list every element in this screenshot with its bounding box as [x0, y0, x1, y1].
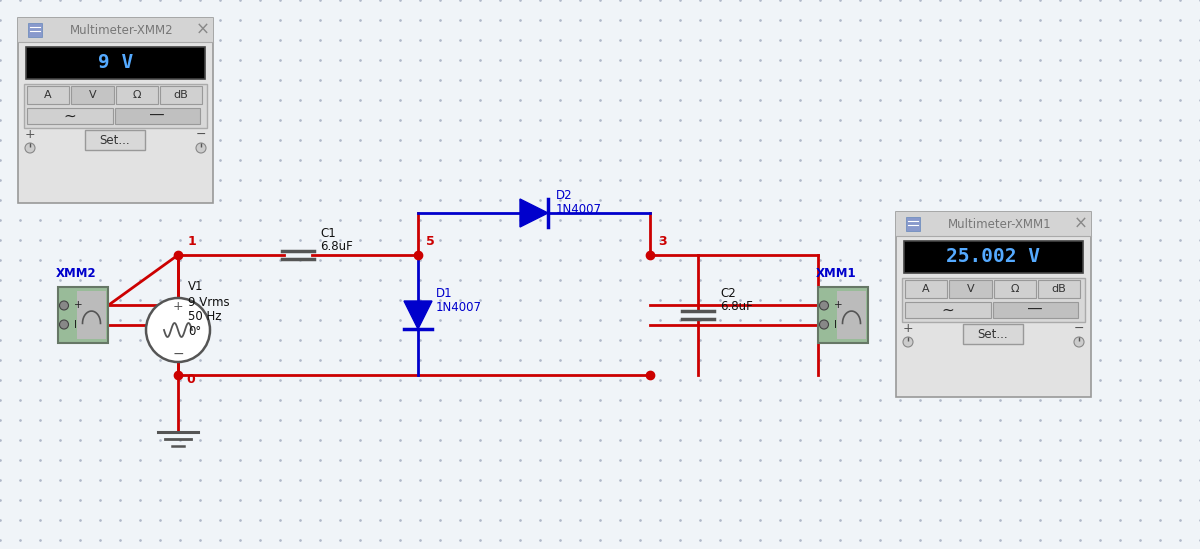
FancyBboxPatch shape: [1038, 280, 1080, 298]
Bar: [77, 291, 106, 339]
Bar: [18, 18, 214, 42]
FancyBboxPatch shape: [906, 217, 920, 231]
Circle shape: [904, 337, 913, 347]
Text: +: +: [834, 300, 842, 311]
FancyBboxPatch shape: [28, 86, 70, 104]
Text: Ω: Ω: [132, 90, 140, 100]
Text: −: −: [172, 347, 184, 361]
Bar: [26, 47, 205, 79]
Text: D1: D1: [436, 287, 452, 300]
Text: 9 V: 9 V: [98, 53, 133, 72]
Text: ―: ―: [1028, 303, 1042, 317]
Text: +: +: [173, 300, 184, 312]
FancyBboxPatch shape: [964, 324, 1022, 344]
Text: +: +: [74, 300, 83, 311]
Text: ×: ×: [196, 21, 210, 39]
Circle shape: [1074, 337, 1084, 347]
Circle shape: [25, 143, 35, 153]
Text: V1: V1: [188, 280, 204, 293]
Text: Multimeter-XMM2: Multimeter-XMM2: [70, 24, 173, 36]
FancyBboxPatch shape: [160, 86, 202, 104]
Text: dB: dB: [174, 90, 188, 100]
Text: ×: ×: [1074, 215, 1088, 233]
Circle shape: [196, 143, 206, 153]
Text: 3: 3: [658, 235, 667, 248]
FancyBboxPatch shape: [896, 212, 1091, 397]
Circle shape: [146, 298, 210, 362]
Text: 1N4007: 1N4007: [436, 301, 482, 314]
Text: I: I: [74, 320, 77, 329]
Text: A: A: [44, 90, 52, 100]
Text: Set...: Set...: [100, 133, 131, 147]
FancyBboxPatch shape: [85, 130, 145, 150]
FancyBboxPatch shape: [992, 302, 1078, 318]
Text: 6.8uF: 6.8uF: [720, 300, 752, 313]
Text: dB: dB: [1051, 284, 1067, 294]
Text: C1: C1: [320, 227, 336, 240]
Polygon shape: [520, 199, 548, 227]
Circle shape: [820, 301, 828, 310]
Text: 1N4007: 1N4007: [556, 203, 602, 216]
Text: V: V: [89, 90, 96, 100]
FancyBboxPatch shape: [994, 280, 1036, 298]
Text: XMM1: XMM1: [816, 267, 857, 280]
Text: 0: 0: [186, 373, 194, 386]
Text: 50 Hz: 50 Hz: [188, 310, 222, 323]
Text: D2: D2: [556, 189, 572, 202]
FancyBboxPatch shape: [18, 18, 214, 203]
Text: ∼: ∼: [941, 302, 954, 317]
Bar: [896, 212, 1091, 236]
Text: XMM2: XMM2: [56, 267, 97, 280]
FancyBboxPatch shape: [114, 108, 200, 124]
FancyBboxPatch shape: [28, 108, 113, 124]
FancyBboxPatch shape: [71, 86, 114, 104]
Text: C2: C2: [720, 287, 736, 300]
Text: 25.002 V: 25.002 V: [947, 248, 1040, 266]
Text: −: −: [196, 127, 206, 141]
Text: 0°: 0°: [188, 325, 202, 338]
Text: 6.8uF: 6.8uF: [320, 240, 353, 253]
Text: ∼: ∼: [64, 109, 76, 124]
Text: ―: ―: [150, 109, 164, 123]
Text: A: A: [923, 284, 930, 294]
Circle shape: [820, 320, 828, 329]
Bar: [904, 241, 1084, 273]
Bar: [838, 291, 866, 339]
Bar: [58, 287, 108, 343]
Text: +: +: [902, 322, 913, 334]
Text: −: −: [1074, 322, 1085, 334]
FancyBboxPatch shape: [902, 278, 1085, 322]
FancyBboxPatch shape: [24, 84, 208, 128]
FancyBboxPatch shape: [949, 280, 991, 298]
Circle shape: [60, 320, 68, 329]
Text: Ω: Ω: [1010, 284, 1019, 294]
FancyBboxPatch shape: [28, 23, 42, 37]
Text: 5: 5: [426, 235, 434, 248]
Polygon shape: [404, 301, 432, 329]
Bar: [818, 287, 868, 343]
FancyBboxPatch shape: [905, 280, 947, 298]
FancyBboxPatch shape: [115, 86, 157, 104]
Text: Set...: Set...: [978, 328, 1008, 340]
Text: I: I: [834, 320, 838, 329]
Text: 9 Vrms: 9 Vrms: [188, 296, 229, 309]
Text: V: V: [966, 284, 974, 294]
Text: 1: 1: [188, 235, 197, 248]
Circle shape: [60, 301, 68, 310]
Text: +: +: [25, 127, 35, 141]
Text: Multimeter-XMM1: Multimeter-XMM1: [948, 217, 1051, 231]
FancyBboxPatch shape: [905, 302, 990, 318]
